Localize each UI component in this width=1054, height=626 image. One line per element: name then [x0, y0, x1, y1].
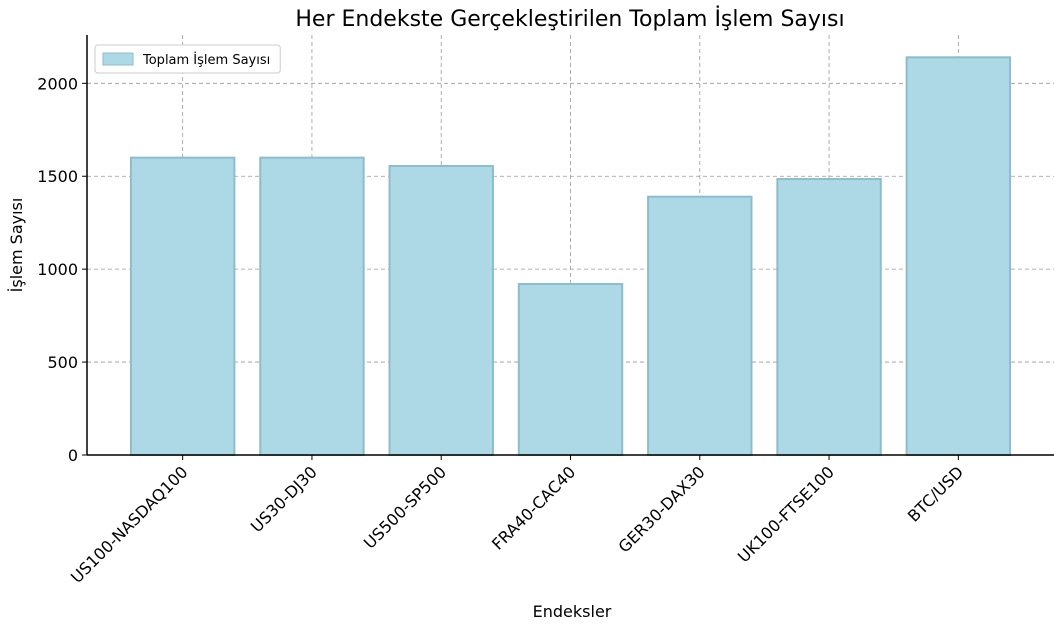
legend-label: Toplam İşlem Sayısı [142, 52, 270, 68]
x-tick-label: BTC/USD [904, 462, 967, 525]
legend-swatch [102, 52, 134, 66]
y-tick-label: 1000 [37, 260, 78, 279]
x-tick-label: UK100-FTSE100 [734, 462, 838, 566]
x-tick-label: FRA40-CAC40 [488, 462, 579, 553]
legend-box [94, 44, 281, 74]
y-tick-label: 500 [47, 353, 78, 372]
x-tick-label: US30-DJ30 [247, 462, 321, 536]
x-tick-label: GER30-DAX30 [615, 462, 709, 556]
bar [388, 165, 494, 456]
y-tick-label: 0 [68, 446, 78, 465]
y-axis-label: İşlem Sayısı [7, 198, 26, 293]
bar [647, 195, 753, 456]
bar [129, 156, 236, 456]
legend: Toplam İşlem Sayısı [94, 44, 281, 74]
bar [517, 283, 624, 456]
bar [776, 178, 882, 456]
chart-title: Her Endekste Gerçekleştirilen Toplam İşl… [295, 6, 844, 32]
y-tick-label: 1500 [37, 167, 78, 186]
x-tick-label: US100-NASDAQ100 [67, 462, 192, 587]
x-axis-label: Endeksler [533, 602, 612, 621]
x-tick-label: US500-SP500 [360, 462, 450, 552]
y-tick-label: 2000 [37, 74, 78, 93]
bar [905, 56, 1012, 457]
bar [259, 156, 365, 456]
